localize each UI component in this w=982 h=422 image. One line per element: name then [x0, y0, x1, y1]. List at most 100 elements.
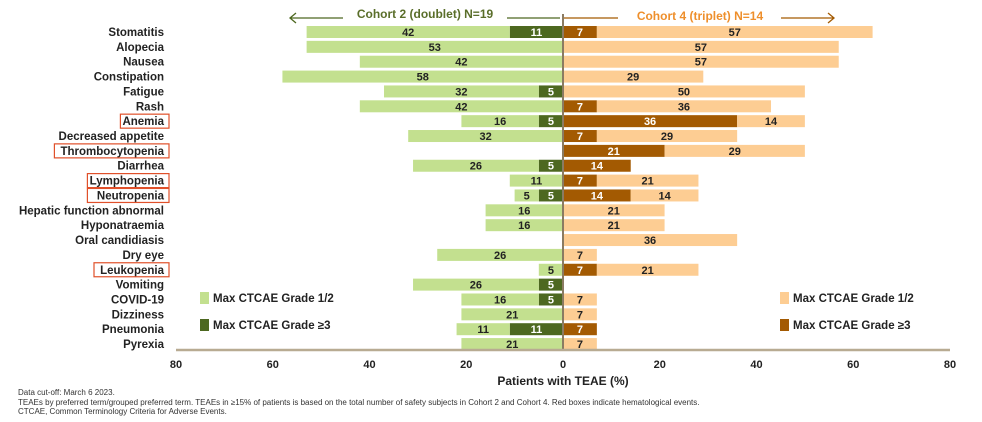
bar-cohort4-grade12 — [563, 70, 704, 83]
hematological-box — [53, 143, 170, 159]
data-label: 14 — [591, 190, 604, 202]
bar-cohort2-grade12 — [538, 263, 563, 276]
bar-cohort4-grade3 — [563, 263, 597, 276]
bar-cohort2-grade12 — [485, 219, 563, 232]
data-label: 5 — [548, 116, 554, 128]
category-label: Decreased appetite — [59, 131, 164, 143]
x-tick-label: 40 — [363, 359, 375, 371]
bar-cohort4-grade3 — [563, 130, 597, 143]
data-label: 26 — [470, 280, 482, 292]
bar-cohort2-grade12 — [413, 159, 539, 172]
data-label: 32 — [479, 131, 491, 143]
bar-cohort2-grade12 — [461, 308, 563, 321]
bar-cohort4-grade3 — [563, 159, 631, 172]
bar-cohort2-grade12 — [384, 85, 539, 98]
bar-cohort4-grade12 — [596, 100, 772, 113]
bar-cohort4-grade12 — [563, 234, 738, 247]
legend-label: Max CTCAE Grade ≥3 — [793, 320, 911, 332]
data-label: 14 — [591, 161, 604, 173]
x-tick-label: 80 — [944, 359, 956, 371]
data-label: 14 — [765, 116, 778, 128]
category-label: Oral candidiasis — [75, 235, 164, 247]
data-label: 42 — [402, 27, 414, 39]
data-label: 11 — [477, 324, 489, 336]
category-label: Stomatitis — [108, 27, 164, 39]
bar-cohort2-grade12 — [306, 40, 563, 53]
category-label: Alopecia — [116, 42, 165, 54]
bar-cohort2-grade12 — [461, 293, 539, 306]
bar-cohort2-grade12 — [485, 204, 563, 217]
bar-cohort4-grade12 — [563, 55, 839, 68]
hematological-box — [86, 187, 170, 204]
data-label: 29 — [627, 72, 639, 84]
category-label: Pyrexia — [123, 339, 165, 351]
bar-cohort4-grade3 — [563, 100, 597, 113]
footnote-cutoff: Data cut-off: March 6 2023. — [18, 388, 115, 397]
bar-cohort2-grade3 — [538, 115, 563, 128]
data-label: 7 — [577, 131, 583, 143]
bar-cohort2-grade12 — [413, 278, 539, 291]
bar-cohort4-grade12 — [563, 85, 805, 98]
legend-label: Max CTCAE Grade 1/2 — [793, 293, 914, 305]
category-label: Hyponatraemia — [81, 220, 165, 232]
bar-cohort2-grade3 — [538, 278, 563, 291]
data-label: 5 — [524, 190, 530, 202]
bar-cohort4-grade12 — [630, 189, 699, 202]
bar-cohort2-grade3 — [509, 26, 563, 38]
category-label: Thrombocytopenia — [60, 146, 164, 158]
x-tick-label: 80 — [170, 359, 182, 371]
data-label: 57 — [695, 42, 707, 54]
bar-cohort2-grade12 — [456, 323, 510, 336]
data-label: 36 — [678, 101, 690, 113]
data-label: 29 — [729, 146, 741, 158]
x-tick-label: 60 — [847, 359, 859, 371]
data-label: 58 — [417, 72, 429, 84]
bar-cohort4-grade3 — [563, 189, 631, 202]
x-tick-label: 20 — [460, 359, 472, 371]
legend-label: Max CTCAE Grade 1/2 — [213, 293, 334, 305]
data-label: 7 — [577, 101, 583, 113]
bar-cohort4-grade12 — [563, 40, 839, 53]
data-label: 16 — [518, 220, 530, 232]
bar-cohort4-grade12 — [563, 308, 597, 321]
data-label: 57 — [729, 27, 741, 39]
x-tick-label: 0 — [560, 359, 566, 371]
data-label: 7 — [577, 27, 583, 39]
hematological-box — [119, 113, 170, 129]
arrow-left-icon — [288, 12, 560, 24]
data-label: 29 — [661, 131, 673, 143]
bar-cohort4-grade12 — [563, 219, 665, 232]
data-label: 16 — [494, 294, 506, 306]
data-label: 5 — [548, 190, 554, 202]
bar-cohort2-grade12 — [509, 174, 563, 187]
data-label: 42 — [455, 57, 467, 69]
x-tick-label: 20 — [654, 359, 666, 371]
cohort-left-title: Cohort 2 (doublet) N=19 — [357, 7, 494, 21]
bar-cohort2-grade12 — [461, 115, 539, 128]
data-label: 5 — [548, 265, 554, 277]
bar-cohort4-grade12 — [596, 26, 873, 38]
data-label: 7 — [577, 250, 583, 262]
data-label: 7 — [577, 176, 583, 188]
category-label: Hepatic function abnormal — [19, 205, 164, 217]
data-label: 21 — [608, 146, 620, 158]
category-label: Constipation — [94, 72, 164, 84]
bar-cohort4-grade12 — [563, 338, 597, 351]
bar-cohort2-grade12 — [408, 130, 563, 143]
legend-label: Max CTCAE Grade ≥3 — [213, 320, 331, 332]
bar-cohort2-grade12 — [306, 26, 510, 38]
bar-cohort4-grade12 — [664, 144, 805, 157]
bar-cohort4-grade12 — [596, 263, 699, 276]
data-label: 21 — [506, 309, 518, 321]
data-label: 57 — [695, 57, 707, 69]
bar-cohort2-grade12 — [437, 248, 563, 261]
category-label: Neutropenia — [97, 190, 165, 202]
bar-cohort2-grade3 — [538, 189, 563, 202]
data-label: 5 — [548, 161, 554, 173]
data-label: 50 — [678, 86, 690, 98]
category-label: Anemia — [122, 116, 164, 128]
category-label: Pneumonia — [102, 324, 165, 336]
category-label: Fatigue — [123, 86, 164, 98]
data-label: 26 — [470, 161, 482, 173]
